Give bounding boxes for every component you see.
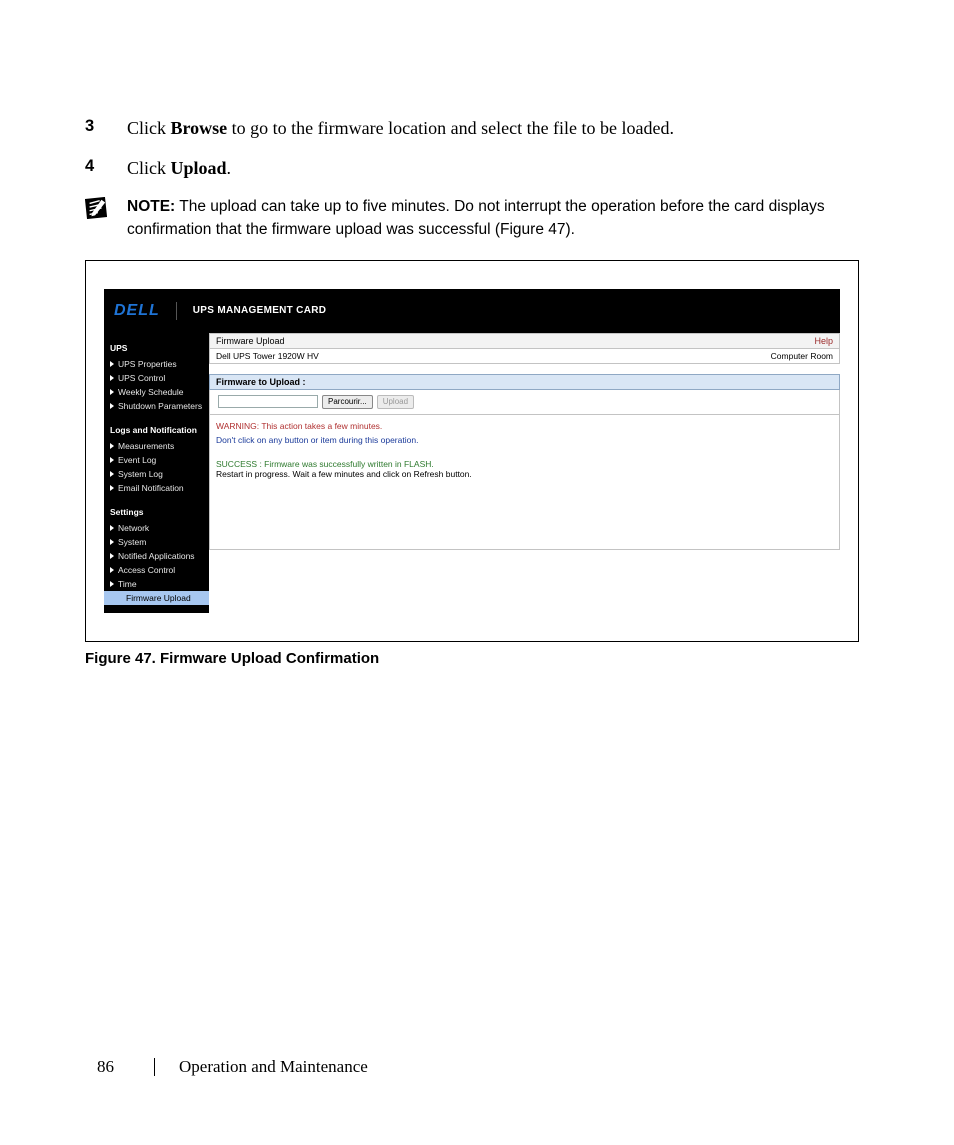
sidebar-header-logs: Logs and Notification [104,421,209,439]
sidebar-item-label: Weekly Schedule [118,387,184,397]
dell-logo: DELL [114,302,177,320]
sidebar-item-event-log[interactable]: Event Log [104,453,209,467]
restart-message: Restart in progress. Wait a few minutes … [216,469,833,479]
sidebar-item-firmware-upload[interactable]: Firmware Upload [104,591,209,605]
panel-title: Firmware Upload [216,336,285,346]
chevron-right-icon [110,361,114,367]
step-text: Click Upload. [127,155,859,181]
sidebar-item-label: UPS Properties [118,359,177,369]
sidebar-item-notified-apps[interactable]: Notified Applications [104,549,209,563]
sidebar-item-label: Notified Applications [118,551,195,561]
step-bold: Upload [171,158,227,178]
chevron-right-icon [110,389,114,395]
sidebar-item-system-log[interactable]: System Log [104,467,209,481]
sidebar-item-label: Measurements [118,441,174,451]
chevron-right-icon [110,443,114,449]
upload-form: Parcourir... Upload [209,390,840,415]
chevron-right-icon [110,567,114,573]
sidebar-item-access-control[interactable]: Access Control [104,563,209,577]
step-post: to go to the firmware location and selec… [227,118,674,138]
step-post: . [227,158,232,178]
device-name: Dell UPS Tower 1920W HV [216,351,319,361]
step-pre: Click [127,118,171,138]
chevron-right-icon [110,581,114,587]
chevron-right-icon [110,375,114,381]
sidebar-item-label: Email Notification [118,483,184,493]
sidebar-item-label: Event Log [118,455,156,465]
device-row: Dell UPS Tower 1920W HV Computer Room [209,349,840,364]
sidebar-item-system[interactable]: System [104,535,209,549]
sidebar-item-label: System [118,537,146,547]
step-bold: Browse [171,118,228,138]
page-footer: 86 Operation and Maintenance [97,1057,368,1077]
step-number: 4 [85,155,127,181]
chevron-right-icon [110,539,114,545]
app-header: DELL UPS MANAGEMENT CARD [104,289,840,333]
note-block: NOTE: The upload can take up to five min… [85,195,859,242]
sidebar-item-weekly-schedule[interactable]: Weekly Schedule [104,385,209,399]
sidebar-item-network[interactable]: Network [104,521,209,535]
panel-title-bar: Firmware Upload Help [209,333,840,349]
sidebar-item-ups-properties[interactable]: UPS Properties [104,357,209,371]
app-title: UPS MANAGEMENT CARD [193,305,326,316]
sidebar-item-label: Time [118,579,137,589]
chevron-right-icon [110,525,114,531]
success-message: SUCCESS : Firmware was successfully writ… [216,459,833,469]
chevron-right-icon [110,471,114,477]
sidebar-header-settings: Settings [104,503,209,521]
warning-message: WARNING: This action takes a few minutes… [216,421,833,431]
upload-button[interactable]: Upload [377,395,414,409]
chevron-right-icon [110,403,114,409]
device-room: Computer Room [771,351,833,361]
app-body: UPS UPS Properties UPS Control Weekly Sc… [104,333,840,613]
sidebar-item-email-notification[interactable]: Email Notification [104,481,209,495]
chevron-right-icon [110,485,114,491]
step-4: 4 Click Upload. [85,155,859,181]
message-block: WARNING: This action takes a few minutes… [209,415,840,550]
sidebar-item-ups-control[interactable]: UPS Control [104,371,209,385]
sidebar-item-time[interactable]: Time [104,577,209,591]
sidebar-item-shutdown-params[interactable]: Shutdown Parameters [104,399,209,413]
info-message: Don't click on any button or item during… [216,435,833,445]
sidebar: UPS UPS Properties UPS Control Weekly Sc… [104,333,209,613]
step-number: 3 [85,115,127,141]
sidebar-item-label: Network [118,523,149,533]
content-area: Firmware Upload Help Dell UPS Tower 1920… [209,333,840,613]
sidebar-item-label: UPS Control [118,373,165,383]
sidebar-item-label: Shutdown Parameters [118,401,202,411]
note-body: NOTE: The upload can take up to five min… [127,195,859,242]
subpanel-title: Firmware to Upload : [209,374,840,390]
note-label: NOTE: [127,198,175,215]
note-text: The upload can take up to five minutes. … [127,198,825,238]
sidebar-item-label: Access Control [118,565,175,575]
sidebar-item-label: System Log [118,469,163,479]
chevron-right-icon [110,553,114,559]
step-3: 3 Click Browse to go to the firmware loc… [85,115,859,141]
ups-app: DELL UPS MANAGEMENT CARD UPS UPS Propert… [104,289,840,613]
note-icon [85,195,127,242]
step-text: Click Browse to go to the firmware locat… [127,115,859,141]
help-link[interactable]: Help [814,336,833,346]
figure-caption: Figure 47. Firmware Upload Confirmation [85,650,859,667]
sidebar-header-ups: UPS [104,339,209,357]
page-number: 86 [97,1057,114,1077]
screenshot-frame: DELL UPS MANAGEMENT CARD UPS UPS Propert… [85,260,859,642]
footer-divider [154,1058,155,1076]
section-title: Operation and Maintenance [179,1057,368,1077]
sidebar-item-measurements[interactable]: Measurements [104,439,209,453]
document-page: 3 Click Browse to go to the firmware loc… [0,0,954,667]
file-input[interactable] [218,395,318,408]
chevron-right-icon [110,457,114,463]
browse-button[interactable]: Parcourir... [322,395,373,409]
step-pre: Click [127,158,171,178]
sidebar-item-label: Firmware Upload [126,593,191,603]
